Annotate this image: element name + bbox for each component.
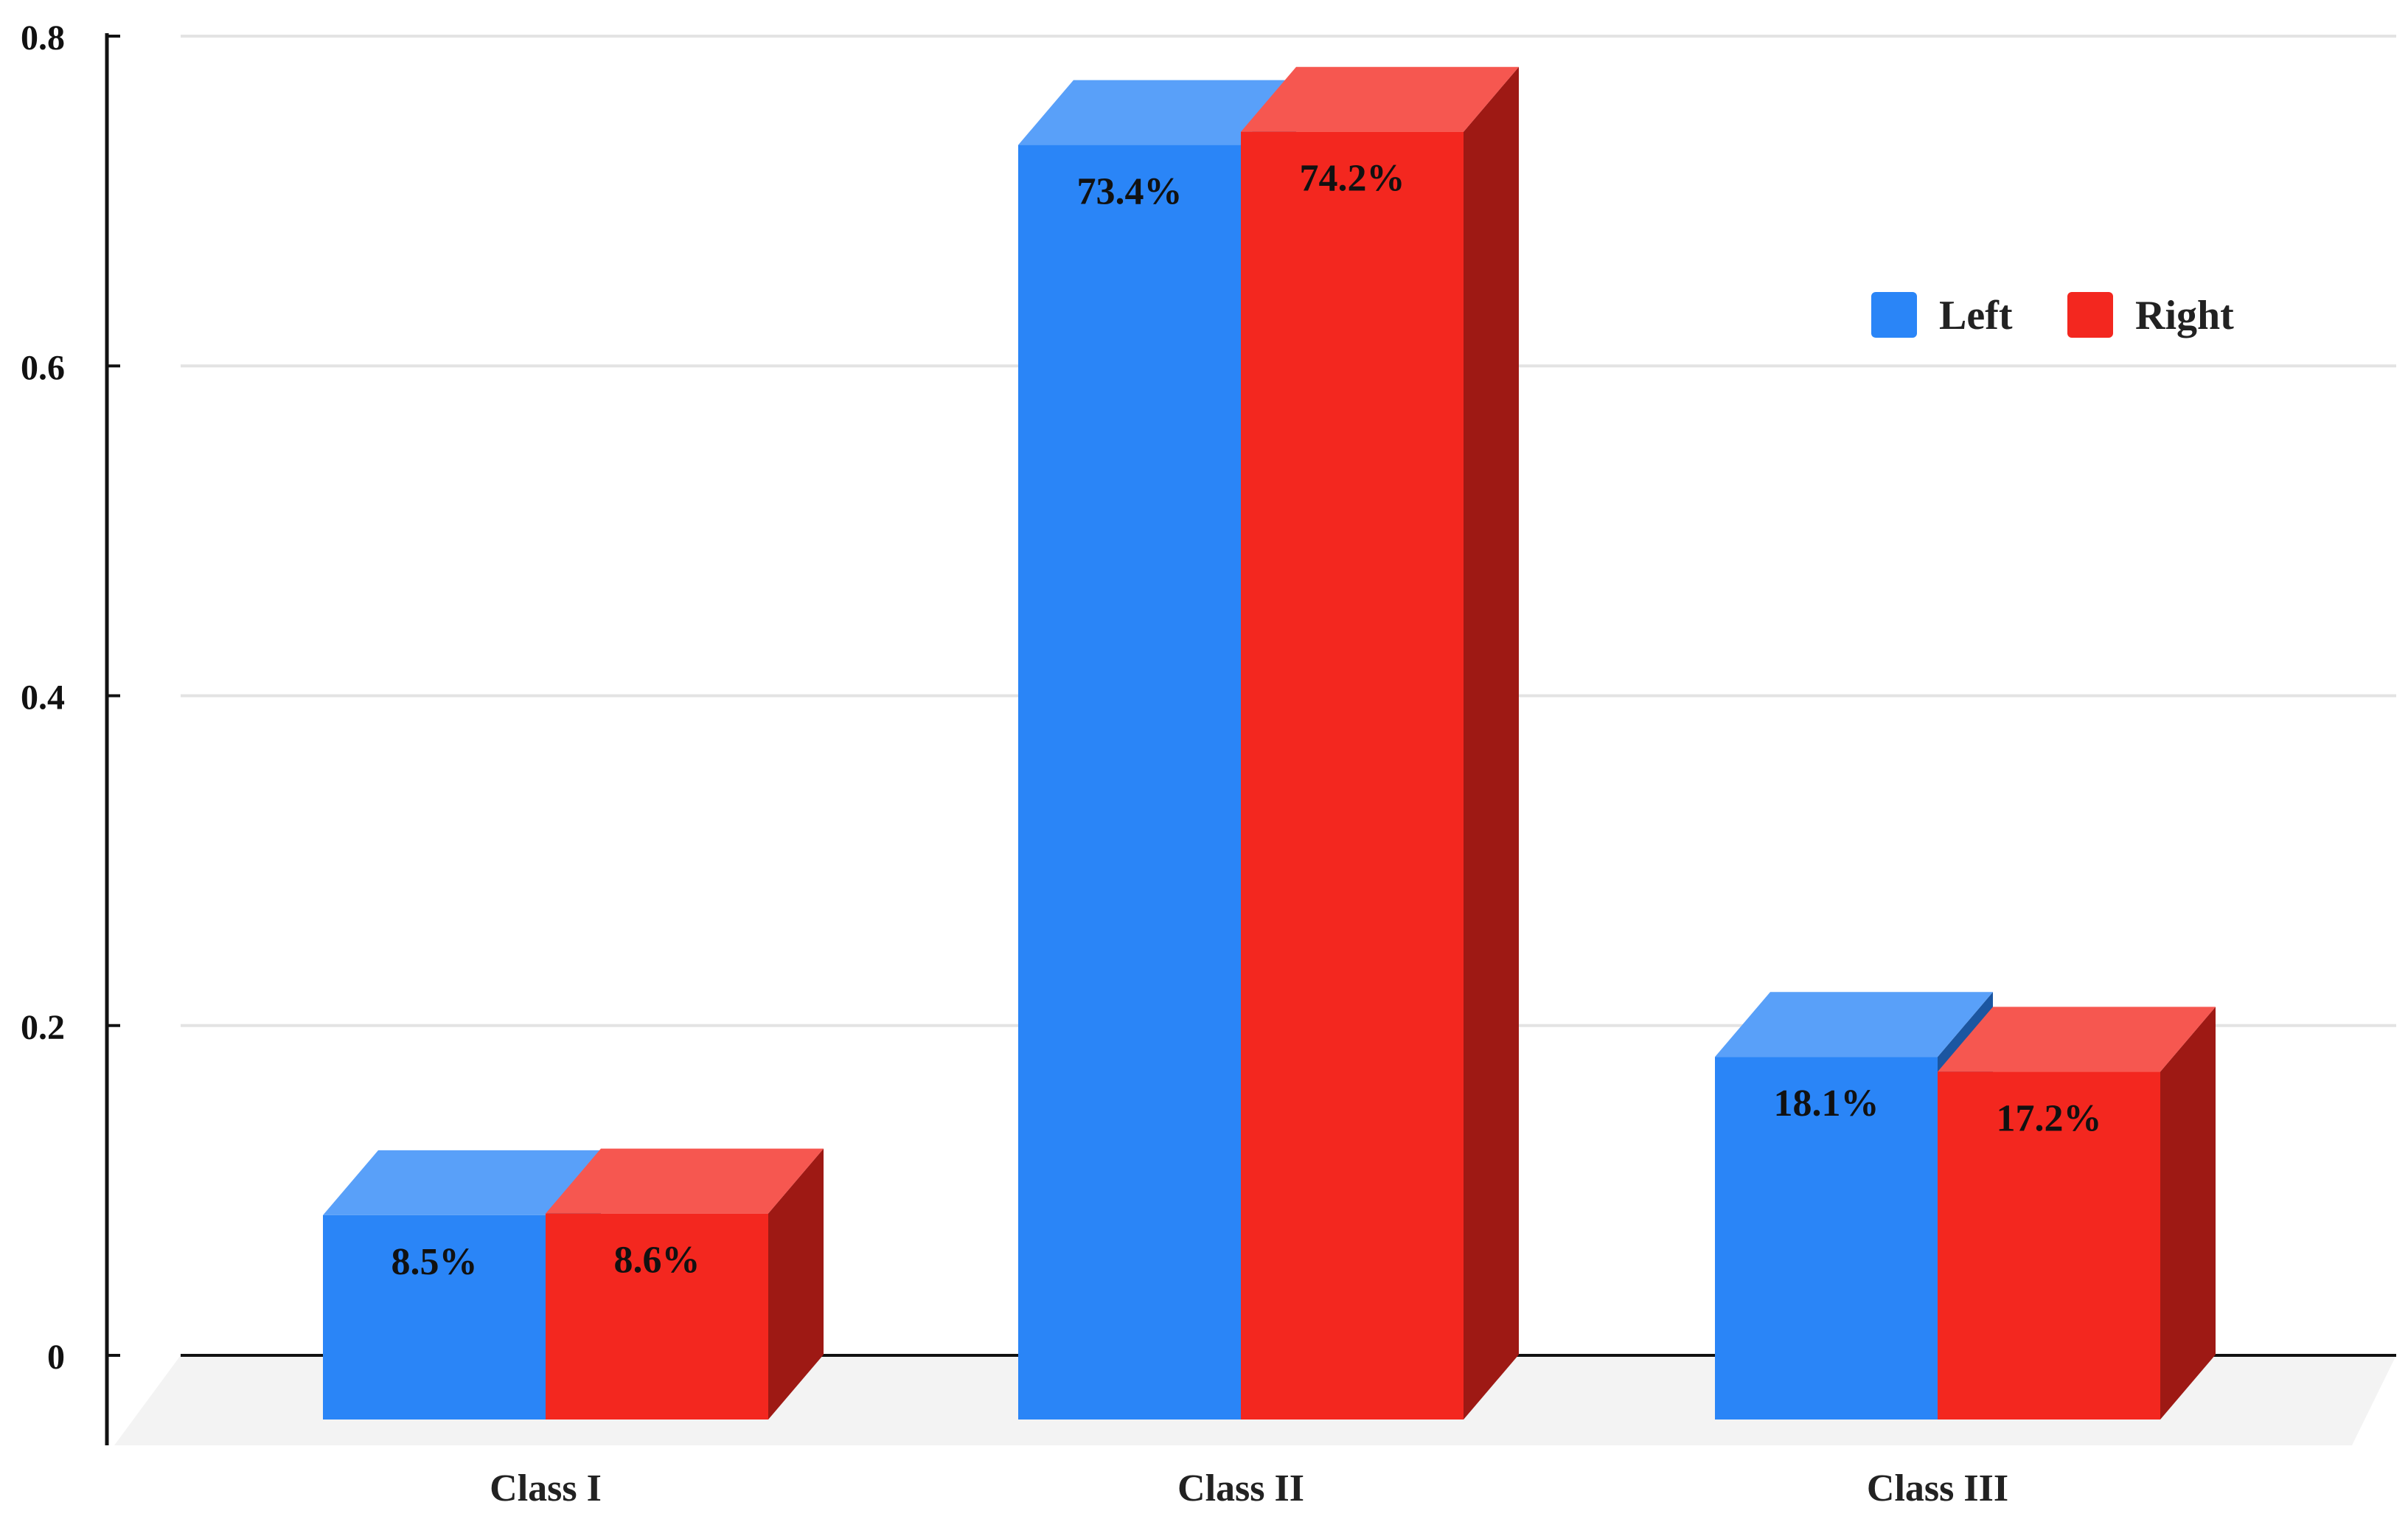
bar-side-face — [1464, 66, 1519, 1420]
bars — [323, 66, 2216, 1420]
bar-right-class-i — [546, 1148, 824, 1420]
y-tick-label: 0 — [47, 1338, 65, 1377]
data-labels: 8.5% 8.6% 73.4% 74.2% 18.1% 17.2% — [392, 158, 2102, 1283]
bar-front-face — [323, 1215, 546, 1420]
bar-top-face — [546, 1148, 824, 1214]
legend-item-left: Left — [1871, 292, 2013, 338]
bar-right-class-ii — [1241, 66, 1519, 1420]
legend-swatch — [2067, 292, 2113, 338]
y-axis: 0 0.2 0.4 0.6 0.8 — [21, 18, 120, 1445]
legend-item-right: Right — [2067, 292, 2234, 338]
y-tick-label: 0.4 — [21, 678, 65, 717]
bar-front-face — [1938, 1071, 2160, 1420]
bar-front-face — [1715, 1057, 1938, 1420]
bar-data-label: 73.4% — [1077, 171, 1183, 213]
bar-top-face — [1018, 80, 1296, 145]
y-tick-label: 0.2 — [21, 1008, 65, 1047]
bar-front-face — [1018, 145, 1241, 1420]
bar-data-label: 74.2% — [1300, 158, 1405, 200]
bar-top-face — [1715, 992, 1993, 1057]
bar-right-class-iii — [1938, 1007, 2216, 1420]
bar-data-label: 18.1% — [1774, 1083, 1879, 1125]
bar-data-label: 8.5% — [392, 1241, 478, 1283]
bar-data-label: 8.6% — [614, 1240, 700, 1282]
bar-top-face — [1938, 1007, 2216, 1072]
bar-data-label: 17.2% — [1997, 1097, 2102, 1139]
legend-swatch — [1871, 292, 1917, 338]
legend-label: Right — [2135, 293, 2234, 338]
bar-top-face — [323, 1150, 601, 1215]
bar-front-face — [1241, 131, 1464, 1420]
x-category-label: Class I — [490, 1467, 602, 1509]
x-category-label: Class III — [1867, 1467, 2008, 1509]
x-category-label: Class II — [1177, 1467, 1304, 1509]
y-tick-label: 0.8 — [21, 18, 65, 58]
legend-label: Left — [1939, 293, 2013, 338]
bar-top-face — [1241, 66, 1519, 132]
bar-front-face — [546, 1213, 768, 1420]
y-tick-label: 0.6 — [21, 348, 65, 387]
x-axis-labels: Class I Class II Class III — [490, 1467, 2008, 1509]
bar-side-face — [768, 1148, 824, 1420]
bar-side-face — [2160, 1007, 2216, 1420]
legend: Left Right — [1871, 292, 2234, 338]
